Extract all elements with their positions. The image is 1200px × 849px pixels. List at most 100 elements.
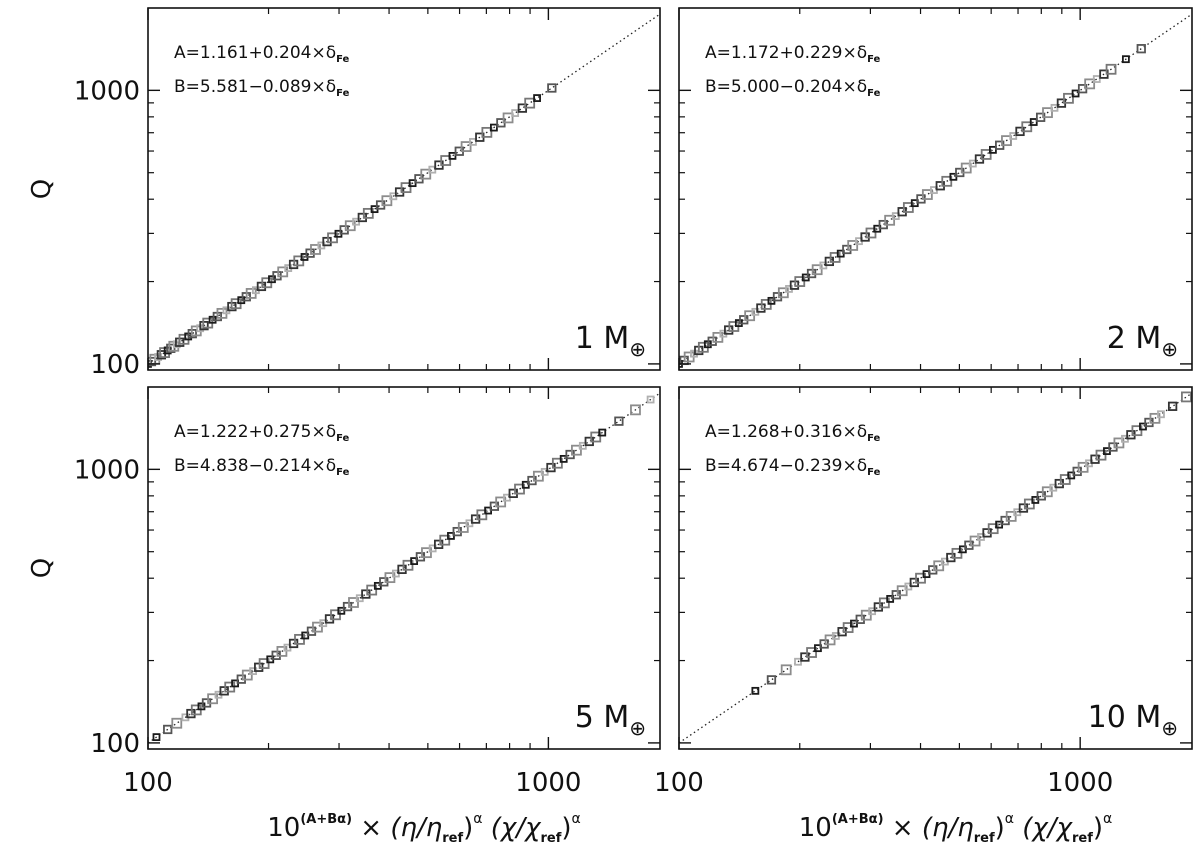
equation-a-subscript: Fe (867, 433, 880, 444)
data-point (794, 276, 806, 287)
data-point (400, 182, 412, 194)
data-point (847, 240, 859, 251)
data-point (1167, 401, 1178, 411)
data-point (163, 724, 173, 735)
data-point (1042, 107, 1053, 119)
equation-b: B=4.674−0.239×δFe (705, 456, 881, 478)
y-tick-label: 100 (90, 729, 140, 759)
x-axis-label-exponent: (A+Bα) (832, 812, 884, 827)
data-point (381, 195, 393, 207)
data-point (502, 112, 514, 124)
data-point (1136, 44, 1146, 54)
x-axis-label-base: 10 (267, 813, 300, 843)
data-point (969, 535, 981, 547)
x-axis-label-ref: ref (1072, 831, 1093, 846)
equation-b: B=5.581−0.089×δFe (174, 77, 350, 99)
y-axis-label: Q (27, 179, 57, 199)
data-point (156, 350, 167, 360)
equation-b-text: B=5.581−0.089×δ (174, 77, 336, 97)
x-axis-label-close: ) (1093, 813, 1103, 843)
panel-frame (147, 7, 661, 371)
data-point (348, 597, 359, 608)
data-point (941, 175, 953, 187)
data-point (1181, 391, 1192, 403)
panel-1: 1001000QA=1.161+0.204×δFeB=5.581−0.089×δ… (27, 7, 661, 380)
data-point (865, 227, 877, 239)
equation-b-text: B=4.674−0.239×δ (705, 456, 867, 476)
data-point (327, 232, 338, 244)
data-point (490, 123, 498, 132)
equation-a: A=1.161+0.204×δFe (174, 43, 350, 65)
equation-a-subscript: Fe (867, 54, 880, 65)
data-point (1029, 118, 1038, 126)
equation-b-subscript: Fe (867, 88, 880, 99)
data-point (1001, 135, 1012, 147)
data-point (457, 522, 469, 533)
panel-frame (678, 386, 1193, 750)
x-axis-label-ref: ref (442, 831, 463, 846)
data-point (980, 149, 992, 160)
data-points (751, 391, 1192, 695)
data-point (481, 126, 493, 138)
data-point (824, 634, 836, 646)
data-point (1157, 410, 1165, 419)
data-point (590, 431, 602, 443)
data-point (547, 83, 557, 93)
data-point (571, 444, 582, 456)
data-point (915, 572, 926, 584)
data-points (148, 83, 557, 368)
equation-b: B=4.838−0.214×δFe (174, 456, 350, 478)
x-axis-label-eta: (η/η (922, 813, 974, 843)
data-point (902, 202, 914, 213)
earth-symbol: ⊕ (1161, 716, 1178, 740)
data-point (448, 151, 457, 160)
data-point (344, 220, 356, 232)
data-point (476, 509, 488, 521)
data-point (241, 669, 253, 681)
x-axis-label-close: ) (561, 813, 571, 843)
data-point (366, 584, 378, 596)
x-axis-label: 10(A+Bα) × (η/ηref)α (χ/χref)α (799, 811, 1113, 846)
equation-b: B=5.000−0.204×δFe (705, 77, 881, 99)
y-tick-label: 1000 (74, 455, 140, 485)
earth-symbol: ⊕ (629, 337, 646, 361)
equation-b-subscript: Fe (336, 467, 349, 478)
x-axis-label-close: ) (463, 813, 473, 843)
data-point (460, 141, 472, 152)
panel-mass-label-text: 5 M (575, 700, 630, 735)
data-point (152, 733, 161, 742)
data-point (1059, 474, 1071, 485)
data-point (1105, 63, 1117, 75)
data-point (811, 264, 823, 276)
data-point (330, 609, 341, 621)
equation-a-text: A=1.222+0.275×δ (174, 422, 336, 442)
data-point (469, 137, 477, 146)
panel-mass-label-text: 10 M (1088, 700, 1162, 735)
data-point (766, 675, 777, 685)
panel-mass-label-text: 1 M (575, 321, 630, 356)
equation-a: A=1.268+0.316×δFe (705, 422, 881, 444)
panel-frame (147, 386, 661, 750)
data-points (679, 44, 1146, 368)
equation-a: A=1.172+0.229×δFe (705, 43, 881, 65)
equation-b-subscript: Fe (867, 467, 880, 478)
equation-b-text: B=4.838−0.214×δ (174, 456, 336, 476)
data-point (1113, 437, 1125, 449)
data-points (152, 395, 655, 742)
data-point (439, 534, 451, 546)
data-point (1084, 78, 1096, 90)
data-point (1021, 121, 1033, 133)
data-point (751, 686, 760, 695)
x-axis-label-exponent: (A+Bα) (300, 812, 352, 827)
data-point (933, 560, 945, 572)
data-point (1063, 92, 1074, 104)
x-axis-label-ref: ref (974, 831, 995, 846)
x-axis-label: 10(A+Bα) × (η/ηref)α (χ/χref)α (267, 811, 581, 846)
earth-symbol: ⊕ (1161, 337, 1178, 361)
y-tick-label: 100 (90, 350, 140, 380)
panel-mass-label: 1 M⊕ (575, 321, 646, 361)
equation-a-text: A=1.161+0.204×δ (174, 43, 336, 63)
data-point (1050, 103, 1059, 112)
equation-b-text: B=5.000−0.204×δ (705, 77, 867, 97)
